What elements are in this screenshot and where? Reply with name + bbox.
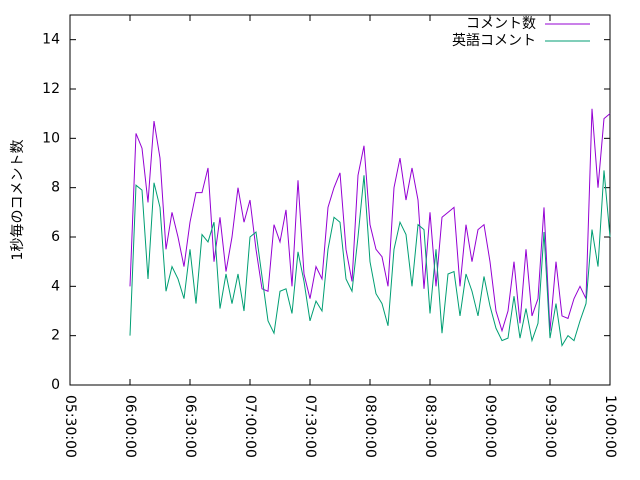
y-tick-label: 8 (51, 180, 60, 196)
series-line (129, 108, 611, 333)
x-tick-label: 06:00:00 (122, 395, 138, 458)
y-tick-label: 12 (42, 81, 60, 97)
y-tick-label: 6 (51, 229, 60, 245)
x-tick-label: 06:30:00 (182, 395, 198, 458)
legend-label: 英語コメント (452, 32, 536, 49)
x-tick-label: 08:00:00 (362, 395, 378, 458)
x-tick-label: 08:30:00 (422, 395, 438, 458)
x-tick-label: 10:00:00 (602, 395, 618, 458)
x-tick-label: 09:30:00 (542, 395, 558, 458)
x-tick-label: 09:00:00 (482, 395, 498, 458)
y-axis-label: 1秒毎のコメント数 (10, 140, 26, 261)
x-tick-label: 07:30:00 (302, 395, 318, 458)
y-tick-label: 4 (51, 278, 60, 294)
x-tick-label: 07:00:00 (242, 395, 258, 458)
y-tick-label: 2 (51, 328, 60, 344)
y-tick-label: 14 (42, 32, 60, 48)
legend-label: コメント数 (466, 16, 536, 32)
y-tick-label: 10 (42, 130, 60, 146)
series-line (129, 170, 611, 347)
y-tick-label: 0 (51, 377, 60, 393)
plot-border (69, 14, 611, 386)
x-tick-label: 05:30:00 (62, 395, 78, 458)
